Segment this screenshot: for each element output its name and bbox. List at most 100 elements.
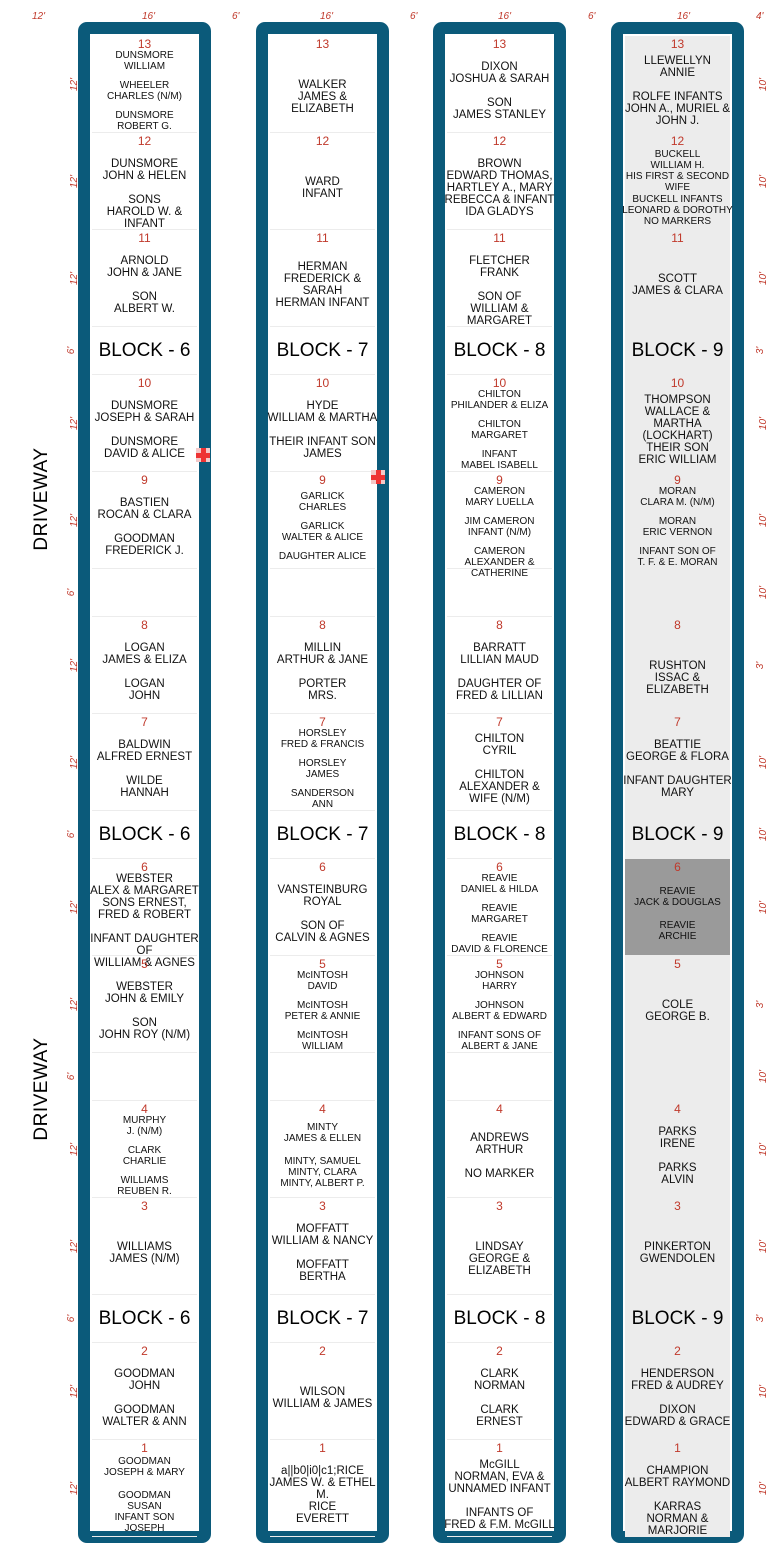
plot-lot[interactable]: 4 MINTY JAMES & ELLEN MINTY, SAMUEL MINTY,… <box>270 1101 375 1198</box>
plot-lot[interactable]: 2 HENDERSON FRED & AUDREY DIXON EDWARD & G… <box>625 1343 730 1440</box>
plot-lot[interactable]: 4 PARKS IRENE PARKS ALVIN <box>625 1101 730 1198</box>
plot-lot[interactable]: 6 REAVIE JACK & DOUGLAS REAVIE ARCHIE <box>625 859 730 956</box>
plot-lot[interactable]: 13 WALKER JAMES & ELIZABETH <box>270 36 375 133</box>
plot-lot[interactable]: 3 MOFFATT WILLIAM & NANCY MOFFATT BERTHA <box>270 1198 375 1295</box>
lot-number: 11 <box>493 231 506 245</box>
burial-entry: HORSLEY JAMES <box>298 758 347 780</box>
plot-lot[interactable]: 5 COLE GEORGE B. <box>625 956 730 1053</box>
plot-lot[interactable]: 12 DUNSMORE JOHN & HELEN SONS HAROLD W. & … <box>92 133 197 230</box>
plot-lot[interactable]: 11 ARNOLD JOHN & JANE SON ALBERT W. <box>92 230 197 327</box>
plot-lot[interactable]: 5 JOHNSON HARRY JOHNSON ALBERT & EDWARD INF… <box>447 956 552 1053</box>
plot-lot[interactable]: 12 WARD INFANT <box>270 133 375 230</box>
burial-entry: WALKER JAMES & ELIZABETH <box>291 78 354 115</box>
burial-entry: THEIR SON ERIC WILLIAM <box>638 441 717 466</box>
plot-lot[interactable]: 9 BASTIEN ROCAN & CLARA GOODMAN FREDERICK … <box>92 472 197 569</box>
plot-lot[interactable]: 6 VANSTEINBURG ROYAL SON OF CALVIN & AGNES <box>270 859 375 956</box>
burial-entry: INFANT DAUGHTER OF WILLIAM & AGNES <box>90 933 199 969</box>
plot-lot[interactable]: 8 LOGAN JAMES & ELIZA LOGAN JOHN <box>92 617 197 714</box>
plot-lot[interactable]: 7 BEATTIE GEORGE & FLORA INFANT DAUGHTER M… <box>623 714 732 811</box>
burial-entry: SONS HAROLD W. & INFANT <box>106 193 183 230</box>
plot-lot[interactable]: 13 DUNSMORE WILLIAM WHEELER CHARLES (N/M) D… <box>92 36 197 133</box>
lot-number: 7 <box>141 715 148 729</box>
burial-entry: DIXON JOSHUA & SARAH <box>449 60 550 85</box>
plot-lot[interactable]: 6 WEBSTER ALEX & MARGARET SONS ERNEST, FR… <box>90 859 199 969</box>
plot-lot[interactable]: 9 GARLICK CHARLES GARLICK WALTER & ALICE DA… <box>270 472 375 569</box>
burial-entry: SON OF CALVIN & AGNES <box>275 919 370 944</box>
plot-lot[interactable]: 6 REAVIE DANIEL & HILDA REAVIE MARGARET REA… <box>447 859 552 956</box>
plot-lot[interactable]: 9 CAMERON MARY LUELLA JIM CAMERON INFANT (… <box>447 472 552 579</box>
plot-lot[interactable]: 2 CLARK NORMAN CLARK ERNEST <box>447 1343 552 1440</box>
plot-lot[interactable]: 3 WILLIAMS JAMES (N/M) <box>92 1198 197 1295</box>
burial-entry: INFANT DAUGHTER MARY <box>623 774 732 799</box>
plot-lot[interactable]: 11 SCOTT JAMES & CLARA <box>625 230 730 327</box>
plot-lot[interactable]: 10 THOMPSON WALLACE & MARTHA (LOCKHART) TH… <box>625 375 730 472</box>
plot-lot[interactable]: 5 WEBSTER JOHN & EMILY SON JOHN ROY (N/M) <box>92 956 197 1053</box>
plot-lot[interactable]: 1 GOODMAN JOSEPH & MARY GOODMAN SUSAN INFA… <box>92 1440 197 1537</box>
plot-lot[interactable]: 4 ANDREWS ARTHUR NO MARKER <box>447 1101 552 1198</box>
block-label: BLOCK - 6 <box>92 1295 197 1343</box>
plot-lot[interactable]: 7 BALDWIN ALFRED ERNEST WILDE HANNAH <box>92 714 197 811</box>
plot-lot[interactable]: 7 HORSLEY FRED & FRANCIS HORSLEY JAMES SAND… <box>270 714 375 811</box>
block-label: BLOCK - 9 <box>625 811 730 859</box>
plot-lot[interactable]: 13 DIXON JOSHUA & SARAH SON JAMES STANLEY <box>447 36 552 133</box>
plot-lot[interactable]: 2 GOODMAN JOHN GOODMAN WALTER & ANN <box>92 1343 197 1440</box>
burial-entry: WHEELER CHARLES (N/M) <box>106 80 182 102</box>
plot-lot[interactable]: 4 MURPHY J. (N/M) CLARK CHARLIE WILLIAMS RE… <box>92 1101 197 1198</box>
plot-lot[interactable]: 3 PINKERTON GWENDOLEN <box>625 1198 730 1295</box>
plot-lot[interactable]: 8 BARRATT LILLIAN MAUD DAUGHTER OF FRED & … <box>447 617 552 714</box>
burial-entry: VANSTEINBURG ROYAL <box>277 883 368 908</box>
row-dimension-label: 10' <box>758 416 770 430</box>
burial-entry: DAUGHTER OF FRED & LILLIAN <box>456 677 543 702</box>
burial-entry: GOODMAN WALTER & ANN <box>102 1403 187 1428</box>
lot-number: 2 <box>674 1344 681 1358</box>
plot-lot[interactable]: 10 HYDE WILLIAM & MARTHA THEIR INFANT SON … <box>267 375 378 472</box>
plot-lot[interactable]: 2 WILSON WILLIAM & JAMES <box>270 1343 375 1440</box>
lot-number: 13 <box>492 37 507 51</box>
burial-entry: LLEWELLYN ANNIE <box>644 54 711 79</box>
plot-lot[interactable]: 10 CHILTON PHILANDER & ELIZA CHILTON MARGA… <box>447 375 552 472</box>
plot-lot[interactable]: 11 HERMAN FREDERICK & SARAH HERMAN INFANT <box>270 230 375 327</box>
burial-entry: MINTY JAMES & ELLEN <box>283 1122 362 1144</box>
plot-lot[interactable]: 12 BROWN EDWARD THOMAS, HARTLEY A., MARY … <box>444 133 555 230</box>
block-label: BLOCK - 9 <box>625 327 730 375</box>
block-column-6: 13 DUNSMORE WILLIAM WHEELER CHARLES (N/M) D… <box>78 22 211 1543</box>
top-dimension-label: 16' <box>677 11 691 22</box>
plot-lot[interactable]: 13 LLEWELLYN ANNIE ROLFE INFANTS JOHN A., … <box>625 36 730 133</box>
lot-number: 6 <box>496 860 503 874</box>
plot-lot[interactable]: 7 CHILTON CYRIL CHILTON ALEXANDER & WIFE (… <box>447 714 552 811</box>
lot-number: 4 <box>141 1102 148 1116</box>
burial-entry: HYDE WILLIAM & MARTHA <box>267 399 378 424</box>
burial-entry: LOGAN JOHN <box>124 677 165 702</box>
burial-entry: BROWN EDWARD THOMAS, HARTLEY A., MARY RE… <box>444 157 555 218</box>
plot-lot[interactable]: 1 McGILL NORMAN, EVA & UNNAMED INFANT INFA… <box>444 1440 555 1537</box>
plot-lot[interactable]: 3 LINDSAY GEORGE & ELIZABETH <box>447 1198 552 1295</box>
plot-lot[interactable]: 11 FLETCHER FRANK SON OF WILLIAM & MARGARE… <box>447 230 552 327</box>
burial-entry: DAUGHTER ALICE <box>278 551 367 562</box>
burial-entry: CHILTON CYRIL <box>474 732 525 757</box>
burial-entry: NO MARKER <box>464 1167 535 1180</box>
empty-row <box>92 1053 197 1101</box>
row-dimension-label: 6' <box>66 346 78 355</box>
lot-number: 7 <box>319 715 326 729</box>
lot-number: 6 <box>674 860 681 874</box>
plot-lot[interactable]: 10 DUNSMORE JOSEPH & SARAH DUNSMORE DAVID … <box>92 375 197 472</box>
plot-lot[interactable]: 5 McINTOSH DAVID McINTOSH PETER & ANNIE McI… <box>270 956 375 1053</box>
plot-lot[interactable]: 1 a||b0|i0|c1;RICE JAMES W. & ETHEL M. RIC… <box>269 1440 376 1537</box>
lot-number: 5 <box>674 957 681 971</box>
burial-entry: SON JOHN ROY (N/M) <box>98 1016 191 1041</box>
lot-number: 4 <box>319 1102 326 1116</box>
row-dimension-label: 10' <box>758 900 770 914</box>
burial-entry: McGILL NORMAN, EVA & UNNAMED INFANT <box>448 1458 551 1495</box>
plot-lot[interactable]: 9 MORAN CLARA M. (N/M) MORAN ERIC VERNON IN… <box>625 472 730 569</box>
row-dimension-label: 10' <box>758 271 770 285</box>
lot-number: 1 <box>319 1441 326 1455</box>
burial-entry: WILSON WILLIAM & JAMES <box>272 1385 373 1410</box>
burial-entry: LINDSAY GEORGE & ELIZABETH <box>468 1240 531 1277</box>
plot-lot[interactable]: 1 CHAMPION ALBERT RAYMOND KARRAS NORMAN & … <box>625 1440 730 1537</box>
plot-lot[interactable]: 8 RUSHTON ISSAC & ELIZABETH <box>625 617 730 714</box>
block-label: BLOCK - 8 <box>447 1295 552 1343</box>
burial-entry: DUNSMORE JOHN & HELEN <box>102 157 187 182</box>
burial-entry: ROLFE INFANTS JOHN A., MURIEL & JOHN J. <box>624 90 730 127</box>
plot-lot[interactable]: 8 MILLIN ARTHUR & JANE PORTER MRS. <box>270 617 375 714</box>
plot-lot[interactable]: 12 BUCKELL WILLIAM H. HIS FIRST & SECOND … <box>622 133 733 230</box>
